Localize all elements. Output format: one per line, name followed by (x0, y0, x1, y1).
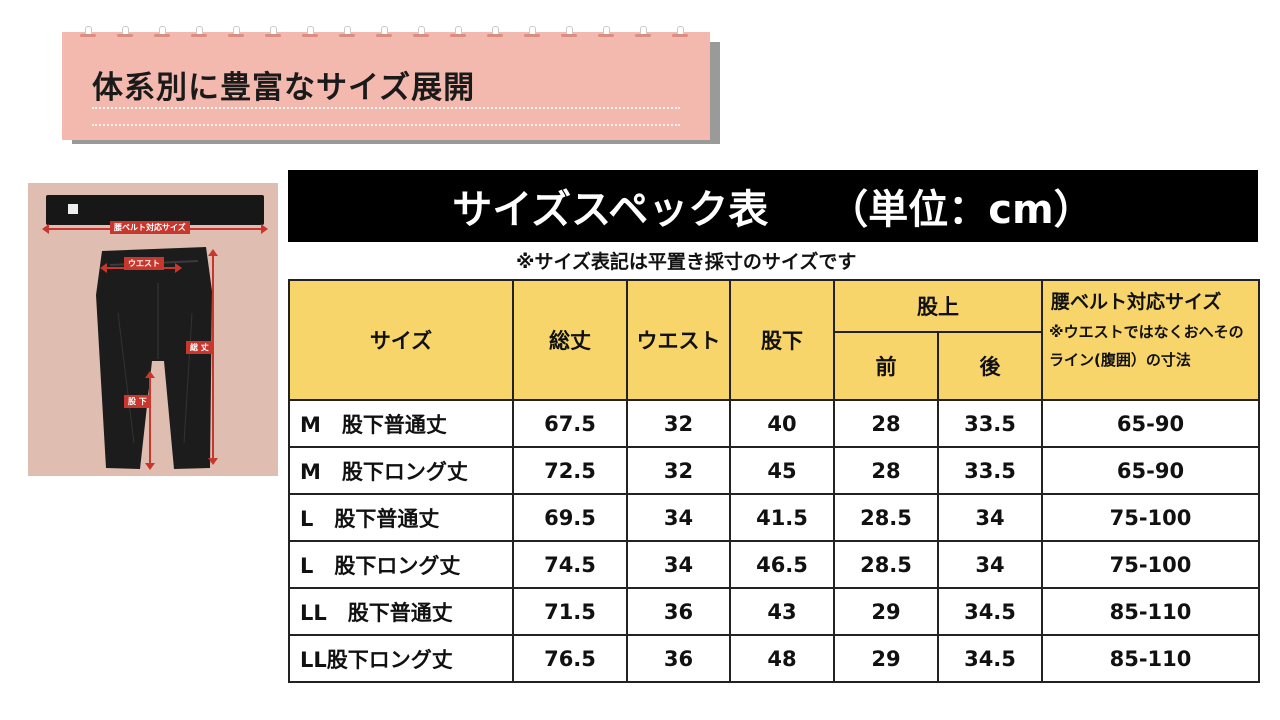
dotted-line (92, 124, 680, 126)
header-rise-back: 後 (937, 331, 1043, 401)
dotted-line (92, 107, 680, 109)
ring-icon (413, 26, 429, 37)
cell-waist: 32 (626, 446, 731, 495)
cell-size: L 股下ロング丈 (288, 540, 514, 589)
pants-icon (96, 247, 212, 469)
ring-icon (487, 26, 503, 37)
ring-icon (339, 26, 355, 37)
product-photo: 腰ベルト対応サイズ ウエスト 総 丈 股 下 (28, 183, 278, 476)
ring-icon (228, 26, 244, 37)
header-size: サイズ (288, 279, 514, 401)
cell-belt: 65-90 (1041, 446, 1260, 495)
cell-inseam: 46.5 (729, 540, 835, 589)
spec-title: サイズスペック表 (452, 187, 769, 233)
cell-back: 33.5 (937, 399, 1043, 448)
cell-inseam: 40 (729, 399, 835, 448)
belt-tag (68, 204, 78, 214)
cell-back: 34.5 (937, 634, 1043, 683)
inseam-label: 股 下 (124, 395, 151, 408)
cell-back: 34 (937, 493, 1043, 542)
inseam-arrow (145, 371, 155, 470)
ring-icon (154, 26, 170, 37)
table-row: L 股下ロング丈 74.5 34 46.5 28.5 34 75-100 (288, 540, 1260, 589)
cell-belt: 85-110 (1041, 587, 1260, 636)
ring-icon (561, 26, 577, 37)
cell-front: 28.5 (833, 493, 939, 542)
ring-icon (524, 26, 540, 37)
cell-waist: 32 (626, 399, 731, 448)
header-waist: ウエスト (626, 279, 731, 401)
cell-inseam: 48 (729, 634, 835, 683)
header-note-card: 体系別に豊富なサイズ展開 (62, 26, 710, 140)
cell-total: 69.5 (512, 493, 628, 542)
cell-front: 29 (833, 587, 939, 636)
cell-size: L 股下普通丈 (288, 493, 514, 542)
table-row: L 股下普通丈 69.5 34 41.5 28.5 34 75-100 (288, 493, 1260, 542)
cell-back: 34 (937, 540, 1043, 589)
table-row: LL股下ロング丈 76.5 36 48 29 34.5 85-110 (288, 634, 1260, 683)
header-total-length: 総丈 (512, 279, 628, 401)
cell-size: M 股下普通丈 (288, 399, 514, 448)
cell-belt: 75-100 (1041, 540, 1260, 589)
cell-size: M 股下ロング丈 (288, 446, 514, 495)
header-rise-front: 前 (833, 331, 939, 401)
ring-icon (191, 26, 207, 37)
header-belt-title: 腰ベルト対応サイズ (1051, 291, 1222, 313)
binder-rings (62, 26, 710, 38)
cell-total: 76.5 (512, 634, 628, 683)
cell-inseam: 45 (729, 446, 835, 495)
length-arrow (208, 249, 218, 465)
cell-total: 72.5 (512, 446, 628, 495)
header-inseam: 股下 (729, 279, 835, 401)
ring-icon (672, 26, 688, 37)
spec-title-bar: サイズスペック表 （単位：cm） (288, 170, 1258, 242)
ring-icon (376, 26, 392, 37)
page-title: 体系別に豊富なサイズ展開 (92, 70, 476, 106)
cell-inseam: 43 (729, 587, 835, 636)
cell-front: 28 (833, 399, 939, 448)
cell-belt: 75-100 (1041, 493, 1260, 542)
ring-icon (117, 26, 133, 37)
ring-icon (265, 26, 281, 37)
ring-icon (450, 26, 466, 37)
cell-size: LL 股下普通丈 (288, 587, 514, 636)
size-spec-table: サイズ 総丈 ウエスト 股下 股上 腰ベルト対応サイズ ※ウエストではなくおへそ… (288, 279, 1260, 683)
cell-total: 74.5 (512, 540, 628, 589)
ring-icon (635, 26, 651, 37)
cell-back: 33.5 (937, 446, 1043, 495)
header-belt: 腰ベルト対応サイズ ※ウエストではなくおへそのライン(腹囲）の寸法 (1041, 279, 1260, 401)
ring-icon (302, 26, 318, 37)
cell-size: LL股下ロング丈 (288, 634, 514, 683)
spec-unit: （単位：cm） (828, 187, 1094, 233)
cell-front: 28.5 (833, 540, 939, 589)
cell-back: 34.5 (937, 587, 1043, 636)
cell-front: 28 (833, 446, 939, 495)
spec-note: ※サイズ表記は平置き採寸のサイズです (516, 251, 857, 273)
table-row: M 股下ロング丈 72.5 32 45 28 33.5 65-90 (288, 446, 1260, 495)
cell-inseam: 41.5 (729, 493, 835, 542)
cell-front: 29 (833, 634, 939, 683)
cell-total: 71.5 (512, 587, 628, 636)
belt-label: 腰ベルト対応サイズ (110, 221, 190, 234)
belt-image (46, 195, 264, 225)
ring-icon (598, 26, 614, 37)
cell-waist: 36 (626, 587, 731, 636)
ring-icon (80, 26, 96, 37)
cell-belt: 65-90 (1041, 399, 1260, 448)
cell-belt: 85-110 (1041, 634, 1260, 683)
cell-total: 67.5 (512, 399, 628, 448)
waist-label: ウエスト (124, 257, 164, 270)
header-rise: 股上 (833, 279, 1043, 333)
table-row: LL 股下普通丈 71.5 36 43 29 34.5 85-110 (288, 587, 1260, 636)
length-label: 総 丈 (186, 341, 213, 354)
cell-waist: 36 (626, 634, 731, 683)
cell-waist: 34 (626, 493, 731, 542)
table-row: M 股下普通丈 67.5 32 40 28 33.5 65-90 (288, 399, 1260, 448)
cell-waist: 34 (626, 540, 731, 589)
header-belt-note: ※ウエストではなくおへそのライン(腹囲）の寸法 (1049, 323, 1244, 369)
